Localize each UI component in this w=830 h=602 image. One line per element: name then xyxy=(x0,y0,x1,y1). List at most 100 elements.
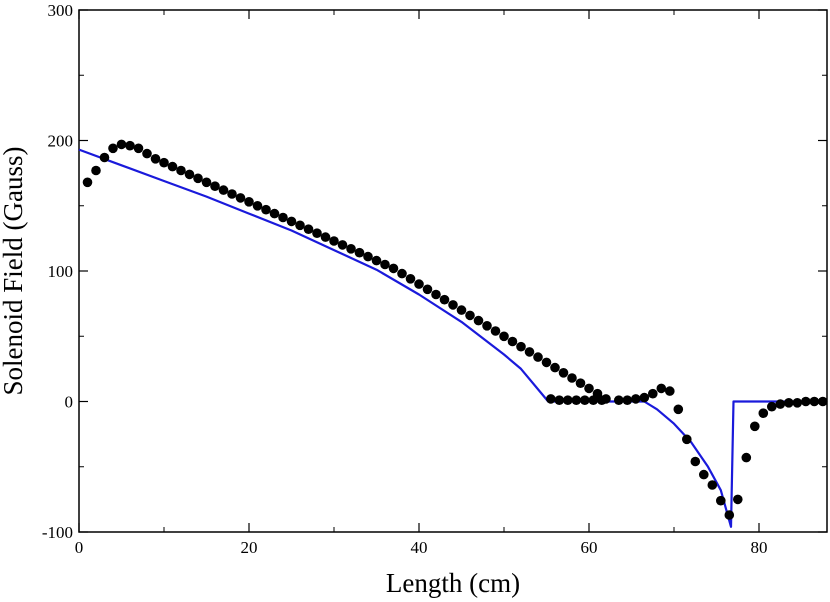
data-point xyxy=(286,216,297,227)
data-point xyxy=(741,452,752,463)
data-point xyxy=(388,263,399,274)
y-tick-label: 100 xyxy=(48,262,74,281)
data-point xyxy=(516,341,526,352)
data-point xyxy=(108,143,118,154)
x-tick-label: 20 xyxy=(241,538,258,557)
data-point xyxy=(159,157,169,168)
data-point xyxy=(431,289,441,300)
data-point xyxy=(82,177,93,188)
data-point xyxy=(567,373,577,383)
data-point xyxy=(690,456,701,467)
data-point xyxy=(563,395,573,406)
data-point xyxy=(656,383,667,394)
plot-frame xyxy=(78,9,828,533)
y-tick-label: 300 xyxy=(48,1,74,20)
x-axis-title: Length (cm) xyxy=(386,568,520,598)
data-point xyxy=(648,388,658,399)
data-point xyxy=(422,284,433,295)
data-point xyxy=(554,395,565,406)
data-point xyxy=(558,368,569,378)
data-point xyxy=(235,193,246,203)
data-point xyxy=(346,244,356,254)
data-point xyxy=(597,395,607,406)
y-axis-title: Solenoid Field (Gauss) xyxy=(0,147,28,396)
data-point xyxy=(142,148,152,159)
data-point xyxy=(490,326,501,336)
data-point xyxy=(473,315,484,326)
data-point xyxy=(482,321,492,331)
data-point xyxy=(456,305,467,315)
data-point xyxy=(201,177,212,188)
simulation-line xyxy=(78,148,827,528)
data-point xyxy=(133,143,144,154)
data-point xyxy=(507,336,518,347)
data-point xyxy=(176,165,186,176)
data-point xyxy=(337,240,348,250)
data-point xyxy=(665,386,675,396)
x-tick-label: 80 xyxy=(751,538,768,557)
data-point xyxy=(499,331,509,342)
data-point xyxy=(724,510,735,520)
data-point xyxy=(303,224,314,234)
data-point xyxy=(116,139,127,150)
data-point xyxy=(448,300,458,310)
data-point xyxy=(261,204,271,215)
data-point xyxy=(584,383,594,394)
data-point xyxy=(278,212,288,223)
data-point xyxy=(312,228,322,238)
y-tick-label: 0 xyxy=(65,393,74,412)
data-point xyxy=(707,480,718,490)
x-tick-label: 40 xyxy=(411,538,428,557)
data-point xyxy=(218,185,229,195)
data-point xyxy=(184,169,195,180)
data-point xyxy=(210,181,220,191)
data-point xyxy=(639,392,650,403)
data-point xyxy=(784,398,794,408)
data-point xyxy=(682,434,692,445)
data-point xyxy=(99,152,110,163)
data-point xyxy=(792,398,803,408)
data-point xyxy=(541,357,552,368)
data-point xyxy=(244,197,254,207)
data-point xyxy=(414,279,424,289)
data-point xyxy=(354,247,365,258)
x-tick-label: 0 xyxy=(75,538,84,557)
data-point xyxy=(167,161,178,172)
data-point xyxy=(716,495,726,506)
data-point xyxy=(397,268,407,279)
data-point xyxy=(193,173,203,184)
data-point xyxy=(295,220,305,231)
data-point xyxy=(546,394,556,404)
data-point xyxy=(550,362,560,373)
data-point xyxy=(320,232,331,242)
data-point xyxy=(758,408,769,419)
data-point xyxy=(580,395,590,406)
data-point xyxy=(767,401,777,412)
data-point xyxy=(801,396,811,407)
data-point xyxy=(699,469,709,480)
data-point xyxy=(775,399,786,409)
data-point xyxy=(150,154,161,164)
data-point xyxy=(439,294,450,305)
data-point xyxy=(269,208,280,219)
x-axis-ticks: 0 20 40 60 80 xyxy=(75,10,768,557)
data-point xyxy=(371,255,382,266)
data-point xyxy=(329,236,339,246)
data-point xyxy=(533,352,543,362)
data-point xyxy=(673,404,684,415)
data-point xyxy=(227,189,237,199)
x-tick-label: 60 xyxy=(581,538,598,557)
data-point xyxy=(818,396,828,407)
y-axis-ticks: -100 0 100 200 300 xyxy=(42,1,827,542)
data-point xyxy=(733,494,743,505)
data-point xyxy=(631,394,641,404)
y-tick-label: -100 xyxy=(42,523,73,542)
series-layer xyxy=(78,139,828,528)
data-point xyxy=(571,395,582,406)
data-point xyxy=(465,310,475,321)
data-point xyxy=(91,165,101,176)
y-tick-label: 200 xyxy=(48,132,74,151)
data-point xyxy=(252,201,263,211)
data-point xyxy=(750,421,760,432)
